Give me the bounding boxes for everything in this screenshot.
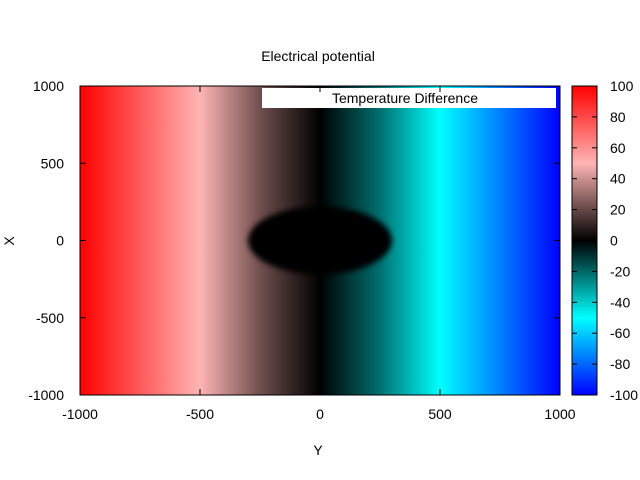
colorbar-tick-label: 0 bbox=[610, 233, 618, 249]
zero-potential-region bbox=[248, 206, 392, 275]
colorbar: 100 80 60 40 20 0 -20 -40 -60 -80 -100 bbox=[571, 78, 638, 403]
legend-label: Temperature Difference bbox=[332, 90, 478, 106]
plot-area bbox=[80, 86, 560, 395]
y-axis-label: X bbox=[1, 236, 17, 246]
legend-box bbox=[262, 88, 556, 108]
colorbar-tick-label: 20 bbox=[610, 202, 626, 218]
x-axis-label: Y bbox=[313, 442, 323, 458]
x-axis-ticks: -1000 -500 0 500 1000 bbox=[62, 86, 576, 422]
x-tick-label: -500 bbox=[186, 406, 214, 422]
y-tick-label: 1000 bbox=[33, 78, 64, 94]
y-tick-label: -500 bbox=[36, 310, 64, 326]
colorbar-tick-label: -60 bbox=[610, 325, 630, 341]
colorbar-tick-label: -40 bbox=[610, 294, 630, 310]
y-tick-label: 500 bbox=[41, 155, 65, 171]
colorbar-ticks: 100 80 60 40 20 0 -20 -40 -60 -80 -100 bbox=[572, 78, 638, 403]
x-tick-label: 1000 bbox=[544, 406, 575, 422]
chart-title: Electrical potential bbox=[261, 48, 375, 64]
y-axis-ticks: 1000 500 0 -500 -1000 bbox=[28, 78, 560, 403]
colorbar-tick-label: -100 bbox=[610, 387, 638, 403]
x-tick-label: 500 bbox=[428, 406, 452, 422]
x-tick-label: -1000 bbox=[62, 406, 98, 422]
y-tick-label: -1000 bbox=[28, 387, 64, 403]
colorbar-tick-label: -80 bbox=[610, 356, 630, 372]
y-tick-label: 0 bbox=[56, 233, 64, 249]
colorbar-tick-label: 60 bbox=[610, 140, 626, 156]
colorbar-tick-label: 40 bbox=[610, 171, 626, 187]
legend: Temperature Difference bbox=[262, 88, 556, 108]
colorbar-tick-label: -20 bbox=[610, 263, 630, 279]
x-tick-label: 0 bbox=[316, 406, 324, 422]
colorbar-tick-label: 100 bbox=[610, 78, 634, 94]
colorbar-tick-label: 80 bbox=[610, 109, 626, 125]
